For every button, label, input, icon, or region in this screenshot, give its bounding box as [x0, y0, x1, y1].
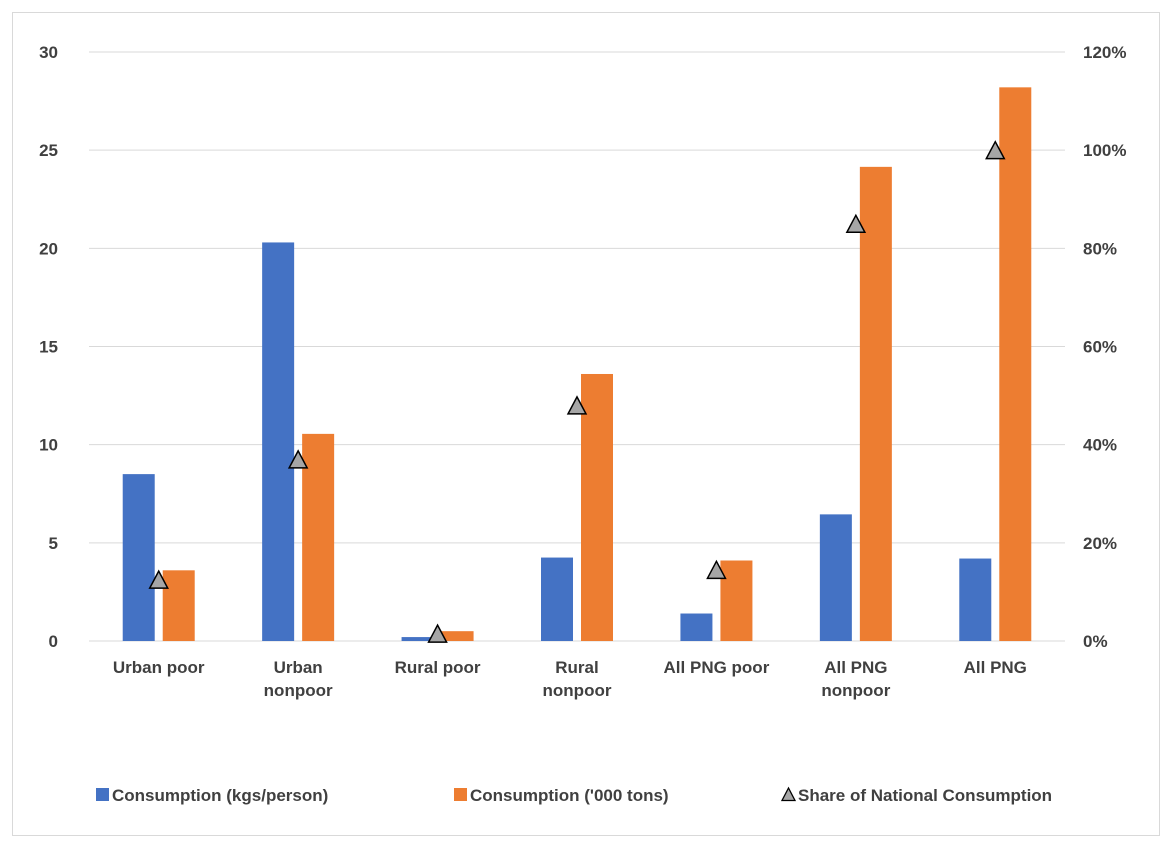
- bar-thousand-tons: [162, 570, 195, 641]
- left-tick-label: 20: [39, 239, 58, 258]
- gridlines: [89, 51, 1065, 642]
- bar-kgs-per-person: [262, 242, 295, 641]
- left-tick-label: 30: [39, 43, 58, 62]
- category-label: Urban nonpoor: [264, 658, 333, 700]
- left-tick-label: 5: [49, 534, 58, 553]
- share-marker: [148, 569, 169, 589]
- share-marker: [706, 559, 727, 580]
- left-tick-label: 25: [39, 141, 58, 160]
- legend-label: Consumption ('000 tons): [470, 786, 669, 805]
- left-axis: 0 5 10 15 20 25 30: [39, 43, 58, 651]
- legend-item: Consumption ('000 tons): [454, 786, 669, 805]
- bar-kgs-per-person: [959, 558, 992, 641]
- category-label: All PNG: [964, 658, 1027, 677]
- bar-thousand-tons: [720, 560, 753, 641]
- right-tick-label: 40%: [1083, 436, 1117, 455]
- share-marker: [985, 140, 1006, 160]
- share-marker: [566, 395, 588, 415]
- left-tick-label: 10: [39, 436, 58, 455]
- right-tick-label: 60%: [1083, 338, 1117, 357]
- category-label: All PNG poor: [664, 658, 770, 677]
- bar-thousand-tons: [441, 631, 474, 641]
- category-labels: Urban poor Urban nonpoor Rural poor Rural non…: [113, 658, 1027, 700]
- legend-label: Share of National Consumption: [798, 786, 1052, 805]
- right-axis: 0% 20% 40% 60% 80% 100% 120%: [1083, 43, 1126, 651]
- legend-label: Consumption (kgs/person): [112, 786, 328, 805]
- left-tick-label: 0: [49, 632, 58, 651]
- share-markers: [148, 140, 1006, 643]
- bar-thousand-tons: [581, 373, 613, 641]
- chart-frame: 0 5 10 15 20 25 30 0% 20% 40% 60% 80% 100% 120% Urba…: [12, 12, 1160, 836]
- bar-kgs-per-person: [819, 514, 852, 641]
- right-tick-label: 100%: [1083, 141, 1126, 160]
- bar-kgs-per-person: [122, 474, 155, 641]
- bar-kgs-per-person: [401, 637, 434, 641]
- legend-triangle-icon: [780, 786, 797, 802]
- legend-item: Share of National Consumption: [780, 786, 1052, 805]
- left-tick-label: 15: [39, 338, 58, 357]
- bar-thousand-tons: [999, 87, 1032, 642]
- share-marker: [427, 623, 448, 643]
- category-label: Rural nonpoor: [543, 658, 612, 700]
- category-label: Rural poor: [395, 658, 481, 677]
- category-label: All PNG nonpoor: [821, 658, 890, 700]
- right-tick-label: 0%: [1083, 632, 1108, 651]
- share-marker: [845, 213, 867, 234]
- bars: [122, 87, 1032, 642]
- right-tick-label: 80%: [1083, 239, 1117, 258]
- chart-svg: 0 5 10 15 20 25 30 0% 20% 40% 60% 80% 100% 120% Urba…: [39, 43, 1126, 805]
- legend: Consumption (kgs/person) Consumption ('00…: [96, 786, 1052, 805]
- bar-kgs-per-person: [541, 557, 573, 641]
- right-tick-label: 120%: [1083, 43, 1126, 62]
- bar-thousand-tons: [859, 166, 892, 642]
- bar-thousand-tons: [302, 433, 335, 641]
- right-tick-label: 20%: [1083, 534, 1117, 553]
- share-marker: [287, 449, 309, 469]
- legend-item: Consumption (kgs/person): [96, 786, 328, 805]
- legend-swatch: [96, 788, 109, 801]
- category-label: Urban poor: [113, 658, 205, 677]
- bar-kgs-per-person: [680, 613, 713, 641]
- legend-swatch: [454, 788, 467, 801]
